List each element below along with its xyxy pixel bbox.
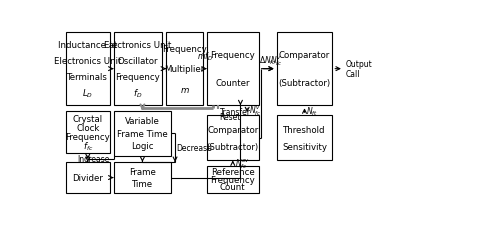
Text: (Subtractor): (Subtractor) <box>279 79 331 88</box>
Text: Threshold: Threshold <box>283 125 326 134</box>
Text: Count: Count <box>220 183 246 192</box>
Text: Electronics Unit: Electronics Unit <box>104 41 171 50</box>
Text: Oscillator: Oscillator <box>117 57 158 66</box>
Text: Time: Time <box>132 179 153 188</box>
Text: Multiplier: Multiplier <box>164 65 204 74</box>
Text: $L_D$: $L_D$ <box>82 87 94 99</box>
Text: Reset: Reset <box>220 113 241 122</box>
Bar <box>207 116 259 161</box>
Text: Electronics Unit: Electronics Unit <box>54 57 121 66</box>
Text: $N_{ft}$: $N_{ft}$ <box>306 105 318 117</box>
Text: Increase: Increase <box>77 154 110 163</box>
Text: Clock: Clock <box>76 123 99 132</box>
Text: Variable: Variable <box>125 117 160 126</box>
Text: Decrease: Decrease <box>176 144 211 153</box>
Text: $m$: $m$ <box>180 85 190 94</box>
Bar <box>207 166 259 193</box>
Text: $f_{fc}$: $f_{fc}$ <box>83 140 93 153</box>
Bar <box>114 111 171 156</box>
Text: Counter: Counter <box>215 79 250 88</box>
Text: Transfer: Transfer <box>220 108 250 117</box>
Text: Comparator: Comparator <box>279 51 330 60</box>
Bar <box>66 162 110 193</box>
Text: Frequency: Frequency <box>210 175 255 184</box>
Text: $N_{fc}^{v}$: $N_{fc}^{v}$ <box>249 104 261 117</box>
Text: Frame: Frame <box>129 167 156 176</box>
Text: Terminals: Terminals <box>67 73 108 82</box>
Text: $N_{fc}^{v}$: $N_{fc}^{v}$ <box>270 54 282 68</box>
Text: $mf_D$: $mf_D$ <box>197 50 213 62</box>
Text: Crystal: Crystal <box>73 114 103 123</box>
Text: Logic: Logic <box>131 142 153 151</box>
Text: Frequency: Frequency <box>210 51 255 60</box>
Text: Frequency: Frequency <box>115 73 160 82</box>
Text: $f_D$: $f_D$ <box>133 87 143 99</box>
Bar <box>114 162 171 193</box>
Text: Divider: Divider <box>72 173 103 182</box>
Text: Comparator: Comparator <box>207 125 258 134</box>
Bar <box>66 111 110 154</box>
Bar <box>277 116 332 161</box>
Text: Frequency: Frequency <box>65 133 110 142</box>
Bar <box>166 33 202 106</box>
Text: Output
Call: Output Call <box>346 60 373 79</box>
Bar <box>66 33 110 106</box>
Text: $\Delta N_{fc}$: $\Delta N_{fc}$ <box>259 54 277 67</box>
Bar <box>207 33 259 106</box>
Text: Frequency: Frequency <box>162 45 207 54</box>
Text: (Subtractor): (Subtractor) <box>207 142 259 151</box>
Bar <box>277 33 332 106</box>
Text: Reference: Reference <box>211 167 254 177</box>
Text: Frame Time: Frame Time <box>117 129 168 138</box>
Text: $N_{fc}^{ov}$: $N_{fc}^{ov}$ <box>235 157 249 170</box>
Bar <box>114 33 161 106</box>
Text: Inductance at: Inductance at <box>58 41 117 50</box>
Text: Sensitivity: Sensitivity <box>282 142 327 151</box>
